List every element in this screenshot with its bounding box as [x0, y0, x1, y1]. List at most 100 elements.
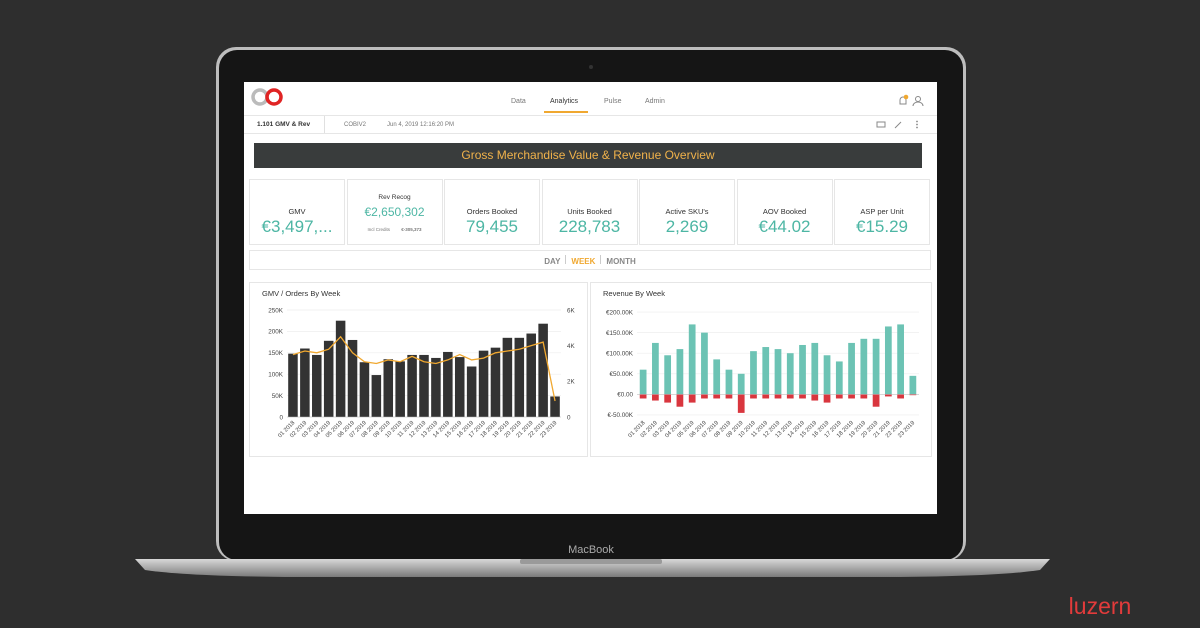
brand: luzern: [1069, 593, 1132, 619]
bar: [371, 375, 382, 417]
bar: [347, 339, 358, 417]
y-tick-label: 150K: [268, 350, 284, 357]
nav-underline: [544, 111, 588, 113]
bar: [737, 394, 745, 413]
bar: [664, 394, 672, 403]
y-tick-label: €100.00K: [606, 351, 634, 358]
chart-panel: Revenue By Week €-50.00K €0.00 €50.00K €100.…: [590, 282, 932, 457]
bar: [835, 361, 843, 395]
y-tick-label: 6K: [567, 307, 576, 314]
bar: [762, 347, 770, 395]
bar: [860, 394, 868, 399]
bar: [395, 361, 405, 417]
y-tick-label: 4K: [567, 343, 576, 350]
kpi-label: Units Booked: [567, 207, 612, 216]
logo: [251, 88, 283, 106]
kpi-card: GMV €3,497,...: [249, 179, 345, 245]
separator: [565, 255, 567, 265]
y-tick-label: €150.00K: [606, 330, 634, 337]
kpi-card: Rev Recog €2,650,302 Incl Credits €-305,373: [346, 179, 443, 245]
bar: [713, 394, 721, 399]
bar: [799, 344, 806, 395]
kpi-note-label: Incl Credits: [367, 227, 391, 232]
bar: [323, 340, 334, 417]
bar: [538, 323, 548, 417]
kpi-card: Units Booked 228,783: [541, 179, 638, 245]
bar: [786, 353, 794, 395]
notch: [520, 559, 662, 564]
bar: [811, 394, 819, 401]
chart-title: GMV / Orders By Week: [262, 289, 340, 298]
y-tick-label: 0: [279, 414, 283, 421]
line: [292, 335, 556, 402]
bar: [725, 369, 733, 395]
kpi-label: Active SKU's: [665, 207, 709, 216]
bar: [737, 373, 745, 395]
bar: [872, 338, 880, 395]
bar: [443, 351, 453, 417]
y-tick-label: 100K: [268, 372, 284, 379]
bar: [811, 342, 819, 395]
bar: [490, 347, 501, 417]
kpi-value: €3,497,...: [261, 217, 333, 236]
bar: [431, 357, 441, 417]
bar: [688, 324, 696, 395]
bar: [676, 349, 684, 395]
bar: [639, 394, 647, 399]
nav-item[interactable]: Data: [511, 98, 526, 105]
bar: [872, 394, 880, 407]
chart: Revenue By Week €-50.00K €0.00 €50.00K €100.…: [603, 289, 919, 439]
bar: [676, 394, 684, 407]
kpi-card: AOV Booked €44.02: [736, 179, 833, 245]
chart: GMV / Orders By Week 0 50K 100K 150K 200K 250K…: [262, 289, 576, 439]
y-tick-label: €200.00K: [606, 309, 634, 316]
kpi-value: €15.29: [856, 217, 908, 236]
banner: Gross Merchandise Value & Revenue Overvi…: [254, 143, 922, 168]
chart-title: Revenue By Week: [603, 289, 665, 298]
bar: [312, 354, 322, 417]
kpi-label: Orders Booked: [466, 207, 518, 216]
y-tick-label: 2K: [567, 379, 576, 386]
kpi-label: GMV: [288, 207, 306, 216]
kpi-note-value: €-305,373: [401, 227, 422, 232]
bar: [860, 338, 868, 395]
kpi-value: €44.02: [758, 217, 811, 236]
nav-item[interactable]: Pulse: [604, 98, 622, 105]
period-tab[interactable]: WEEK: [571, 257, 596, 266]
y-tick-label: 200K: [268, 329, 284, 336]
y-tick-label: 50K: [272, 393, 284, 400]
toolbar-icons: [876, 120, 918, 129]
bar: [407, 354, 417, 417]
bar: [688, 394, 696, 403]
kpi-card: Active SKU's 2,269: [639, 179, 735, 245]
nav-item[interactable]: Analytics: [550, 98, 579, 105]
kpi-card: ASP per Unit €15.29: [834, 179, 930, 245]
bar: [652, 394, 659, 401]
bar: [848, 342, 855, 395]
kpi-value: 2,269: [665, 217, 709, 236]
bar: [774, 394, 782, 399]
bar: [884, 394, 892, 397]
y-tick-label: 250K: [268, 307, 284, 314]
bar: [701, 332, 708, 395]
bar: [823, 355, 831, 395]
bar: [639, 369, 647, 395]
period-tab[interactable]: DAY: [544, 257, 561, 266]
separator: [600, 255, 602, 265]
kpi-value: €2,650,302: [364, 205, 425, 219]
bar: [454, 357, 465, 417]
bar: [300, 348, 310, 417]
laptop-base: [135, 559, 1050, 577]
bar: [526, 333, 536, 417]
bar: [909, 394, 917, 396]
nav-item[interactable]: Admin: [645, 98, 665, 105]
kpi-value: 228,783: [558, 217, 621, 236]
period-tab[interactable]: MONTH: [606, 257, 636, 266]
source[interactable]: COBIV2: [344, 122, 367, 128]
bar: [750, 394, 757, 399]
bar: [848, 394, 855, 399]
y-tick-label: €50.00K: [610, 371, 634, 378]
bar: [419, 354, 429, 417]
bar: [713, 359, 721, 395]
